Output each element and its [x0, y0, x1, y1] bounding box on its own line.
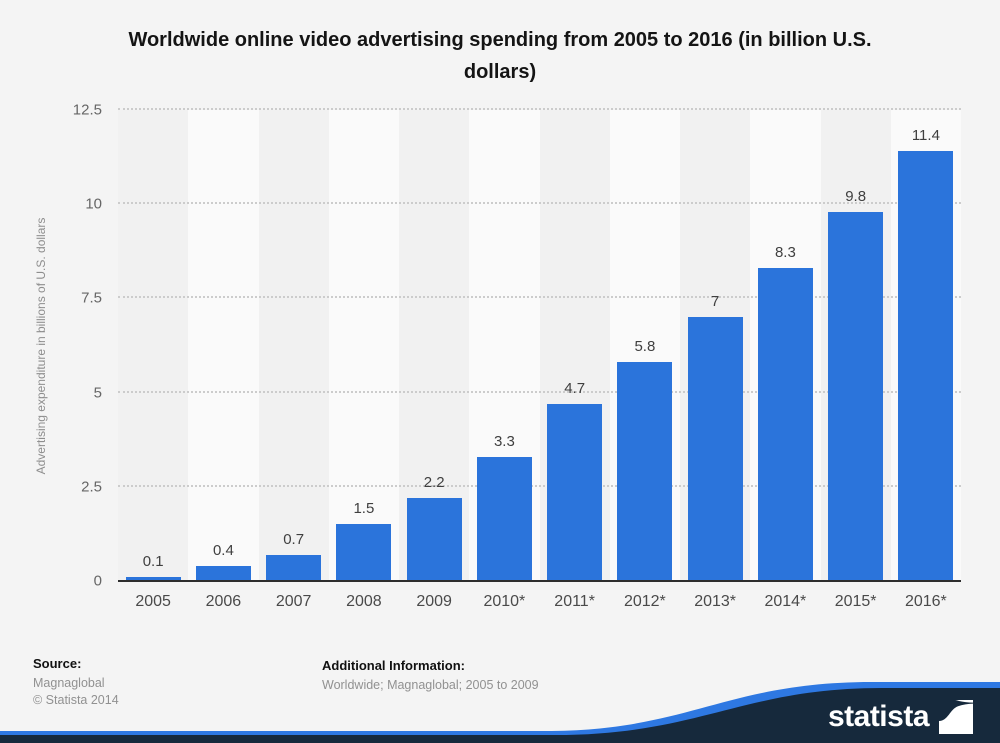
bar [687, 317, 743, 581]
bar [336, 524, 392, 581]
source-value: Magnaglobal [33, 676, 105, 690]
y-axis-tick: 12.5 [72, 101, 102, 119]
gridline [118, 484, 961, 487]
column-band [188, 110, 259, 581]
columns: 0.1 2005 0.4 2006 0.7 2007 1.5 2008 2.2 2009 3.3 20… [118, 110, 961, 610]
bar-column: 11.4 2016* [891, 110, 961, 610]
bar-value-label: 4.7 [564, 379, 586, 397]
bar-column: 0.1 2005 [118, 110, 188, 610]
statista-logo: statista [828, 700, 973, 734]
plot-area: Advertising expenditure in billions of U… [34, 102, 961, 610]
bar-value-label: 5.8 [634, 338, 656, 356]
wave-dark-body [0, 688, 1000, 743]
column-band [118, 110, 189, 581]
y-axis-tick: 7.5 [81, 289, 102, 307]
y-axis-tick: 5 [93, 384, 102, 402]
bar [547, 403, 603, 581]
copyright-text: © Statista 2014 [33, 693, 119, 707]
bar-column: 2.2 2009 [399, 110, 469, 610]
gridline [118, 202, 961, 205]
bar-column: 9.8 2015* [821, 110, 891, 610]
bar-value-label: 1.5 [353, 500, 375, 518]
bar-column: 1.5 2008 [329, 110, 399, 610]
statista-wave-decoration [0, 682, 1000, 743]
y-axis-tick: 0 [93, 572, 102, 590]
additional-info-block: Additional Information: Worldwide; Magna… [322, 658, 539, 694]
bar-value-label: 0.1 [142, 553, 164, 571]
statista-logo-text: statista [827, 700, 930, 733]
x-axis-label: 2011* [554, 593, 595, 610]
additional-info-value: Worldwide; Magnaglobal; 2005 to 2009 [322, 678, 539, 692]
x-axis-label: 2014* [764, 593, 807, 610]
statista-logo-icon [939, 700, 973, 734]
x-axis-label: 2016* [904, 593, 947, 610]
additional-info-label: Additional Information: [322, 658, 465, 673]
bar [406, 498, 462, 581]
bar-value-label: 2.2 [423, 474, 445, 492]
gridline [118, 108, 961, 110]
bar [266, 554, 322, 581]
column-band [258, 110, 329, 581]
bar [898, 151, 954, 581]
bar-column: 0.7 2007 [259, 110, 329, 610]
y-axis-tick: 2.5 [81, 478, 102, 496]
bar [476, 456, 532, 581]
bar-value-label: 7 [710, 293, 720, 311]
source-block: Source: Magnaglobal © Statista 2014 [33, 656, 119, 709]
gridline [118, 296, 961, 299]
x-axis-label: 2009 [416, 593, 452, 610]
bar-value-label: 0.4 [212, 541, 234, 559]
bar-value-label: 8.3 [774, 244, 796, 262]
x-axis-label: 2013* [694, 593, 737, 610]
bar-column: 8.3 2014* [750, 110, 820, 610]
bar-column: 7 2013* [680, 110, 750, 610]
x-axis-label: 2007 [275, 593, 312, 610]
y-axis-tick: 10 [85, 195, 102, 213]
x-axis-line [118, 580, 961, 582]
bar [125, 577, 181, 581]
bar [757, 268, 813, 581]
y-axis-title: Advertising expenditure in billions of U… [34, 217, 48, 474]
bar-value-label: 0.7 [283, 530, 305, 548]
bar-column: 5.8 2012* [610, 110, 680, 610]
bar-value-label: 3.3 [493, 432, 515, 450]
x-axis-label: 2008 [346, 593, 382, 610]
bar [828, 211, 884, 581]
bar-value-label: 11.4 [911, 127, 940, 145]
bar [617, 362, 673, 581]
bar-column: 3.3 2010* [469, 110, 539, 610]
x-axis-label: 2012* [623, 593, 666, 610]
gridline [118, 390, 961, 393]
x-axis-label: 2005 [135, 593, 171, 610]
bar-column: 0.4 2006 [188, 110, 258, 610]
chart-title: Worldwide online video advertising spend… [128, 29, 872, 83]
bar [195, 565, 251, 581]
bar-value-label: 9.8 [845, 187, 867, 205]
x-axis-label: 2010* [483, 593, 526, 610]
x-axis-label: 2015* [834, 593, 877, 610]
x-axis-label: 2006 [205, 593, 242, 610]
bar-column: 4.7 2011* [540, 110, 610, 610]
column-band [328, 110, 399, 581]
source-label: Source: [33, 656, 82, 671]
